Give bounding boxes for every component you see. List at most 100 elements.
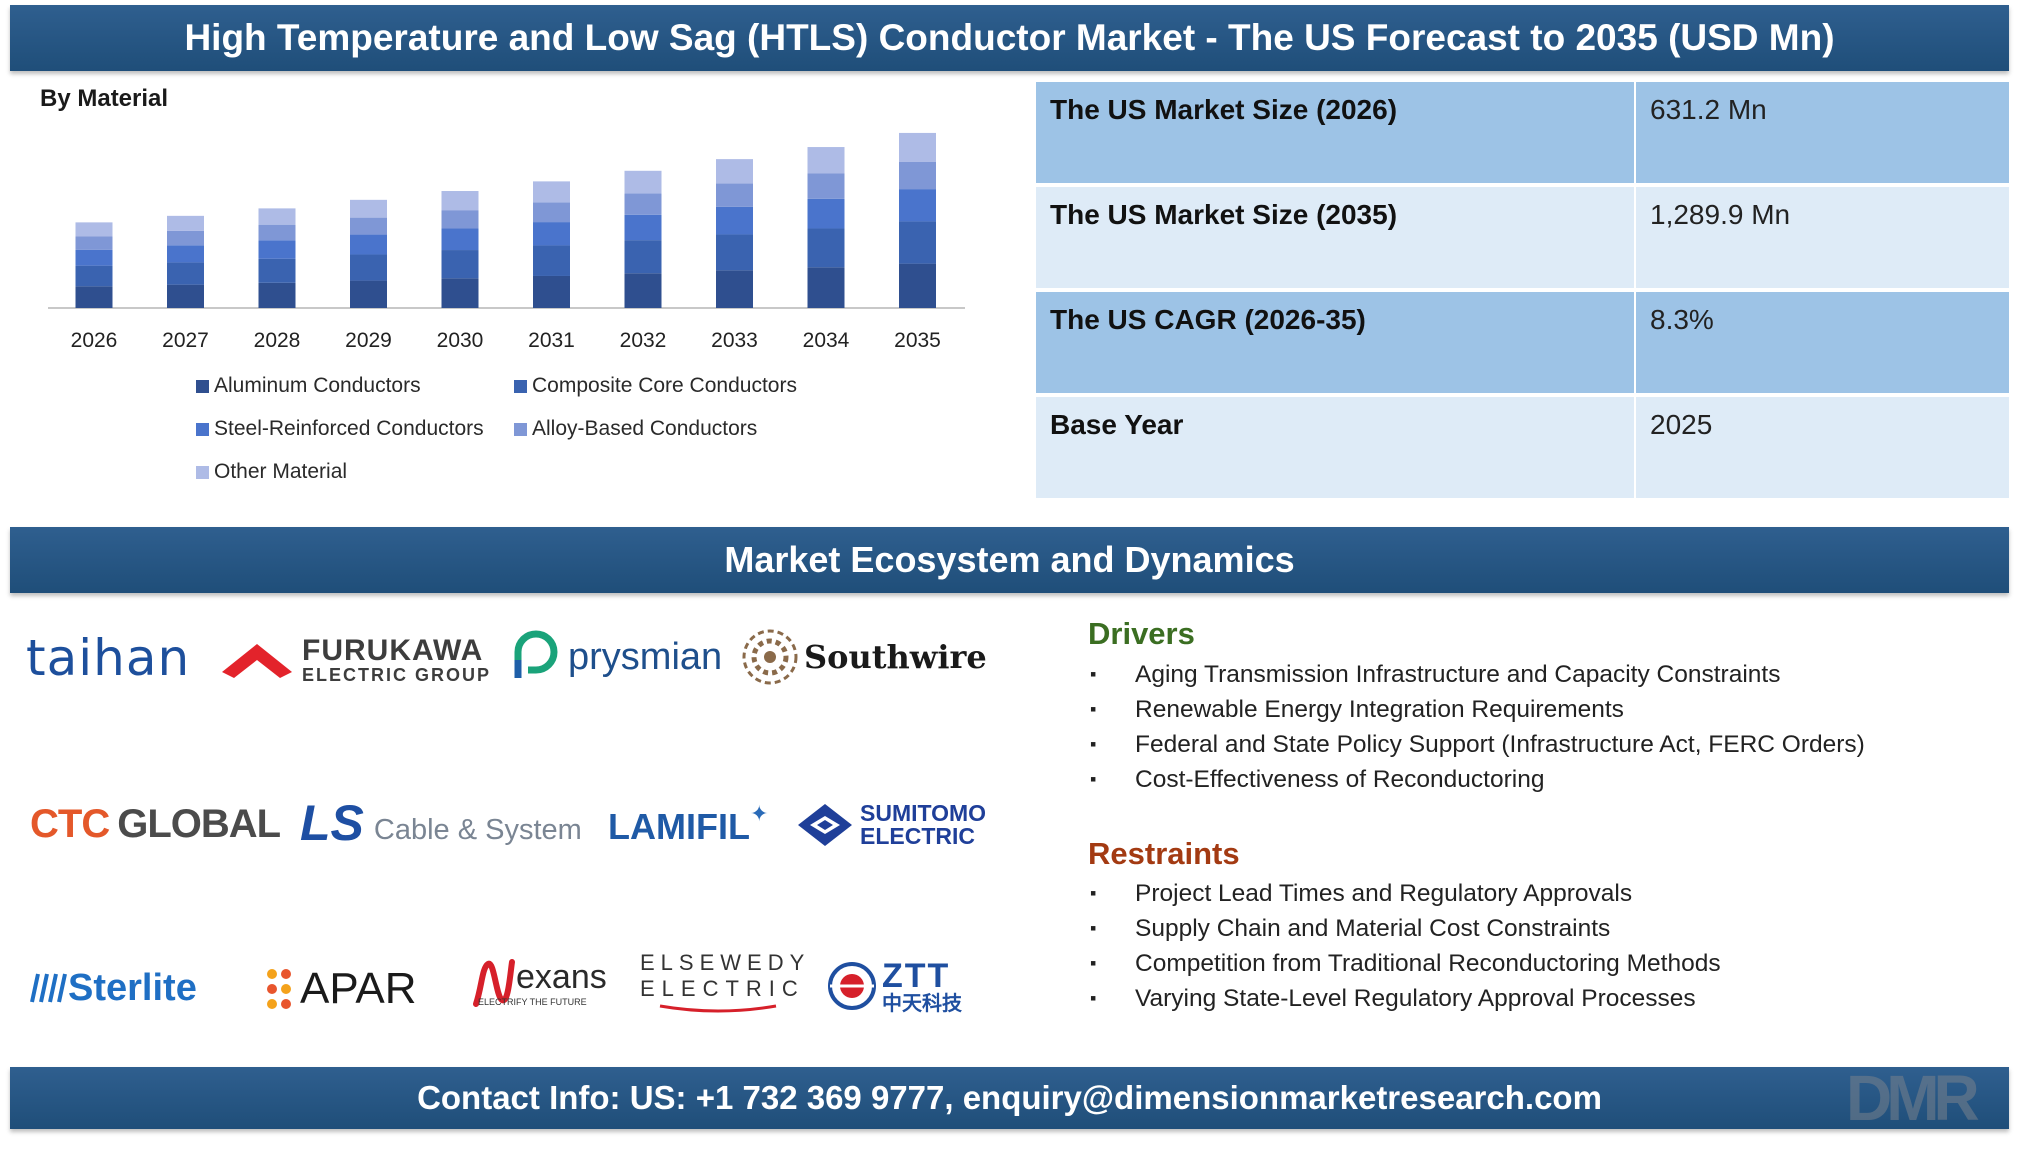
legend-swatch [196,422,209,436]
bar-segment-2030-3 [441,228,479,251]
bar-segment-2033-2 [716,234,753,271]
elsewedy-logo: ELSEWEDY ELECTRIC [640,950,810,1020]
legend-swatch [196,379,209,393]
list-item: ▪ Varying State-Level Regulatory Approval… [1090,981,1721,1016]
legend-item-other: Other Material [196,460,347,484]
list-item: ▪ Project Lead Times and Regulatory Appro… [1090,876,1721,911]
bar-segment-2034-1 [807,267,845,308]
stat-row-base-year: Base Year 2025 [1036,397,2009,498]
stat-row-market-size-2026: The US Market Size (2026) 631.2 Mn [1036,82,2009,183]
restraints-heading: Restraints [1088,836,1240,871]
bar-segment-2035-2 [899,221,936,264]
legend-item-composite: Composite Core Conductors [514,374,797,398]
logo-text: LS [300,795,364,851]
stat-value: 2025 [1636,397,2009,498]
legend-label: Steel-Reinforced Conductors [214,417,484,440]
bar-segment-2031-2 [533,245,570,276]
legend-item-alloy: Alloy-Based Conductors [514,417,757,441]
bar-segment-2030-5 [441,191,479,211]
chart-subtitle: By Material [40,85,169,112]
legend-label: Aluminum Conductors [214,374,421,397]
ztt-logo: ZTT 中天科技 [826,956,962,1016]
bar-segment-2026-5 [75,222,113,237]
bullet-icon: ▪ [1090,769,1097,789]
bullet-icon: ▪ [1090,664,1097,684]
bullet-icon: ▪ [1090,953,1097,973]
apar-logo: APAR [264,960,417,1018]
furukawa-logo: FURUKAWA ELECTRIC GROUP [218,634,491,686]
bar-segment-2028-5 [258,208,296,225]
x-tick-label: 2034 [803,329,850,352]
ctc-global-logo: CTC GLOBAL [30,796,281,852]
stat-value: 631.2 Mn [1636,82,2009,183]
bar-segment-2031-1 [533,275,570,308]
bar-segment-2029-3 [350,234,387,255]
apar-mark-icon [267,969,291,1009]
sterlite-mark-icon [30,973,67,1003]
list-item: ▪ Aging Transmission Infrastructure and C… [1090,657,1865,692]
nexans-n-icon [473,959,515,1007]
sumitomo-mark-icon [798,804,852,846]
ecosystem-heading: Market Ecosystem and Dynamics [10,527,2009,593]
logo-text: APAR [300,964,417,1013]
bar-segment-2033-3 [716,206,753,235]
taihan-logo: taihan [26,628,190,688]
bar-segment-2028-2 [258,258,296,283]
list-item: ▪ Supply Chain and Material Cost Constrai… [1090,911,1721,946]
logo-text: 中天科技 [882,991,962,1015]
x-tick-label: 2026 [71,329,118,352]
bar-segment-2029-4 [350,217,387,235]
bar-segment-2026-3 [75,249,113,266]
sterlite-logo: Sterlite [30,960,197,1016]
legend-label: Other Material [214,460,348,483]
bar-segment-2027-2 [167,262,204,285]
bullet-icon: ▪ [1090,918,1097,938]
bullet-icon: ▪ [1090,883,1097,903]
bar-segment-2035-5 [899,132,936,162]
sumitomo-logo: SUMITOMO ELECTRIC [796,796,986,854]
x-tick-label: 2029 [345,329,392,352]
x-tick-label: 2031 [528,329,575,352]
logo-text: ELSEWEDY [640,950,811,975]
legend-item-aluminum: Aluminum Conductors [196,374,421,398]
x-tick-label: 2033 [711,329,758,352]
bar-segment-2030-1 [441,278,479,308]
legend-swatch [196,465,209,479]
bar-segment-2027-5 [167,215,204,231]
list-item: ▪ Competition from Traditional Reconducto… [1090,946,1721,981]
bullet-icon: ▪ [1090,699,1097,719]
stat-row-market-size-2035: The US Market Size (2035) 1,289.9 Mn [1036,187,2009,288]
bar-segment-2032-3 [624,214,662,241]
bar-segment-2030-4 [441,210,479,229]
ztt-mark-icon [828,962,876,1010]
x-tick-label: 2032 [620,329,667,352]
bar-segment-2026-2 [75,265,113,287]
dmr-logo: DMR [1846,1062,1980,1134]
legend-swatch [514,422,527,436]
bar-segment-2034-2 [807,228,845,268]
logo-text: ZTT [882,957,951,995]
drivers-list: ▪ Aging Transmission Infrastructure and C… [1090,657,1865,797]
logo-text: ELECTRIC [640,976,805,1001]
ls-cable-logo: LS Cable & System [300,792,582,854]
logo-text: CTC [30,801,110,846]
stacked-bar-chart: 2026 2027 2028 2029 2030 2031 2032 2033 2034 2035 [48,132,965,352]
legend-swatch [514,379,527,393]
bar-segment-2027-1 [167,284,204,308]
x-tick-label: 2028 [254,329,301,352]
logo-text: ELECTRIFY THE FUTURE [478,996,587,1007]
x-tick-label: 2030 [437,329,484,352]
bar-segment-2028-4 [258,224,296,241]
bar-segment-2026-4 [75,236,113,250]
logo-text: ELECTRIC [860,823,975,849]
logo-text: Cable & System [373,813,582,846]
bar-segment-2026-1 [75,286,113,308]
prysmian-mark-icon [514,630,558,678]
bar-segment-2031-3 [533,222,570,246]
bar-segment-2027-4 [167,230,204,246]
logo-text: FURUKAWA [302,634,484,667]
logo-text: GLOBAL [117,801,281,846]
logo-text: ELECTRIC GROUP [302,665,492,685]
bar-segment-2032-5 [624,170,662,194]
bar-segment-2035-1 [899,263,936,308]
